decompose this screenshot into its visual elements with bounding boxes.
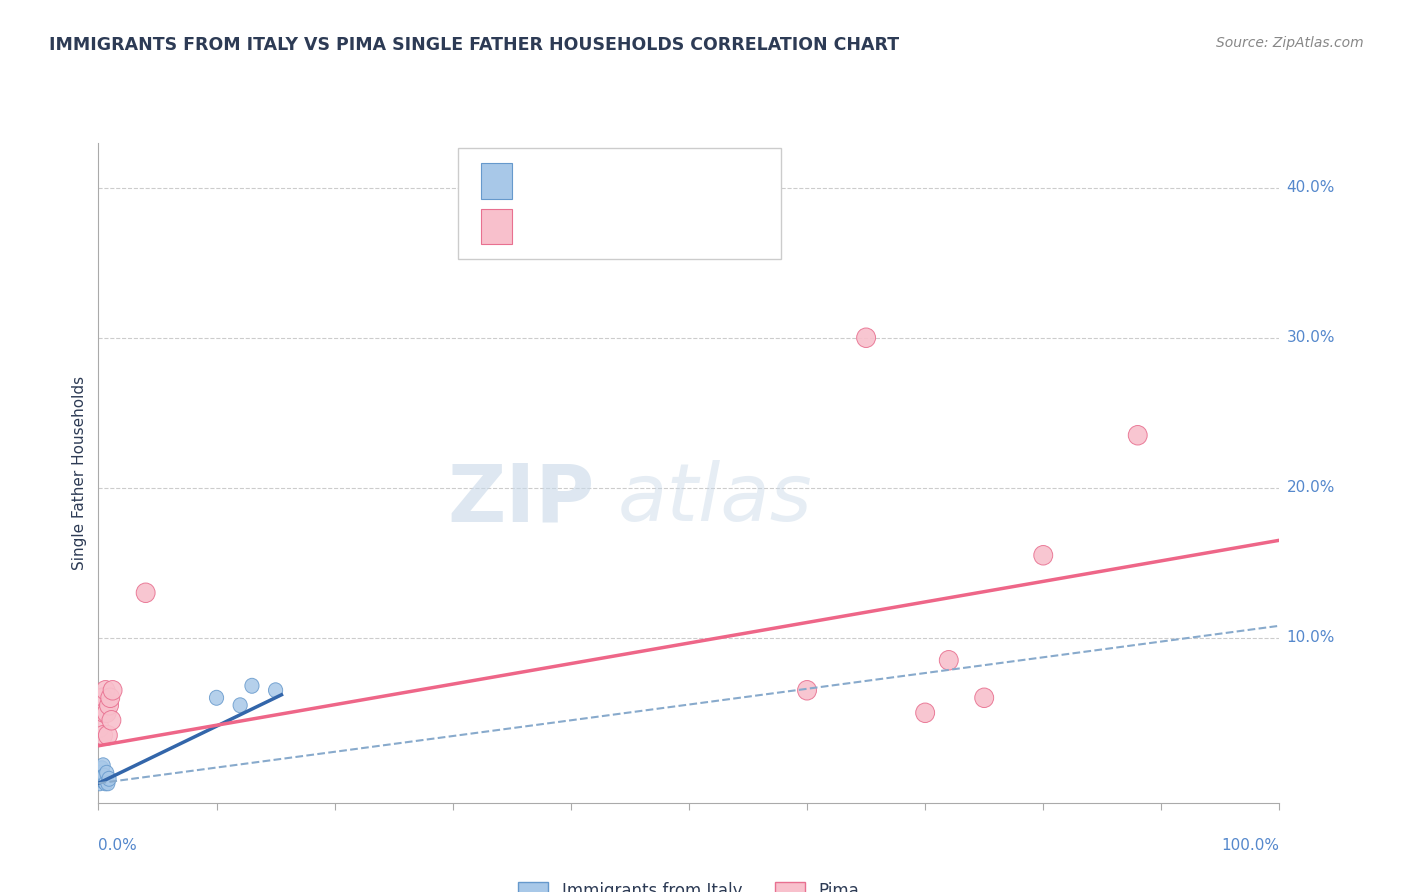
Text: 20.0%: 20.0% xyxy=(1286,480,1334,495)
Ellipse shape xyxy=(94,688,112,707)
Text: IMMIGRANTS FROM ITALY VS PIMA SINGLE FATHER HOUSEHOLDS CORRELATION CHART: IMMIGRANTS FROM ITALY VS PIMA SINGLE FAT… xyxy=(49,36,900,54)
Ellipse shape xyxy=(97,703,117,723)
Ellipse shape xyxy=(797,681,817,700)
Text: R = 0.482   N = 15: R = 0.482 N = 15 xyxy=(523,172,695,190)
Text: 100.0%: 100.0% xyxy=(1222,838,1279,854)
Text: atlas: atlas xyxy=(619,460,813,538)
Ellipse shape xyxy=(915,703,935,723)
Text: 10.0%: 10.0% xyxy=(1286,631,1334,645)
Ellipse shape xyxy=(245,678,259,693)
Ellipse shape xyxy=(94,703,114,723)
Ellipse shape xyxy=(96,681,115,700)
Ellipse shape xyxy=(96,758,110,772)
Ellipse shape xyxy=(91,696,110,715)
Text: ZIP: ZIP xyxy=(447,460,595,538)
Ellipse shape xyxy=(136,583,155,602)
Text: 0.0%: 0.0% xyxy=(98,838,138,854)
Text: R = 0.568   N = 21: R = 0.568 N = 21 xyxy=(523,218,695,235)
Ellipse shape xyxy=(101,688,120,707)
Ellipse shape xyxy=(97,774,111,789)
Ellipse shape xyxy=(94,765,108,780)
Ellipse shape xyxy=(90,718,110,738)
Ellipse shape xyxy=(856,328,876,348)
Ellipse shape xyxy=(269,682,283,698)
Text: Source: ZipAtlas.com: Source: ZipAtlas.com xyxy=(1216,36,1364,50)
Ellipse shape xyxy=(103,681,122,700)
Ellipse shape xyxy=(96,770,110,785)
Ellipse shape xyxy=(94,772,108,787)
Ellipse shape xyxy=(100,765,114,780)
Ellipse shape xyxy=(233,698,247,713)
Ellipse shape xyxy=(98,776,112,791)
Ellipse shape xyxy=(103,772,117,787)
Ellipse shape xyxy=(101,776,115,791)
Ellipse shape xyxy=(93,776,107,791)
Legend: Immigrants from Italy, Pima: Immigrants from Italy, Pima xyxy=(512,875,866,892)
Ellipse shape xyxy=(103,711,121,730)
Text: 40.0%: 40.0% xyxy=(1286,180,1334,195)
Ellipse shape xyxy=(1128,425,1147,445)
Ellipse shape xyxy=(939,650,959,670)
Ellipse shape xyxy=(974,688,994,707)
Ellipse shape xyxy=(93,688,111,707)
Ellipse shape xyxy=(97,768,111,783)
Ellipse shape xyxy=(100,696,118,715)
Text: 30.0%: 30.0% xyxy=(1286,330,1334,345)
Ellipse shape xyxy=(209,690,224,706)
Ellipse shape xyxy=(94,725,112,745)
Ellipse shape xyxy=(94,772,110,788)
Ellipse shape xyxy=(94,761,110,776)
Y-axis label: Single Father Households: Single Father Households xyxy=(72,376,87,570)
Ellipse shape xyxy=(98,725,117,745)
Ellipse shape xyxy=(1033,546,1053,565)
